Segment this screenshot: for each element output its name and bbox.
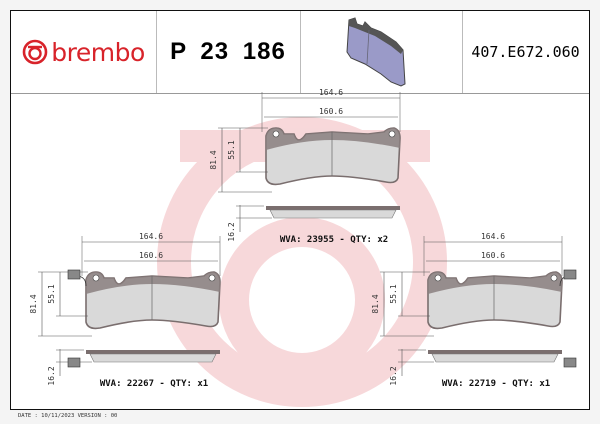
brand-logo-cell: brembo xyxy=(11,11,157,93)
pad-view: 164.6 160.6 81.4 55.1 16.2 WVA: 22267 - QTY: … xyxy=(29,232,221,389)
dimension-thickness: 16.2 xyxy=(227,222,236,241)
mounting-hole xyxy=(272,130,280,138)
mounting-hole xyxy=(434,274,442,282)
product-code: P 23 186 xyxy=(170,38,286,65)
pad-view: 164.6 160.6 81.4 55.1 16.2 WVA: 23955 - QTY: … xyxy=(209,88,401,245)
wva-quantity-label: WVA: 23955 - QTY: x2 xyxy=(280,235,388,245)
mounting-hole xyxy=(208,274,216,282)
dimension-inner-height: 55.1 xyxy=(389,284,398,303)
brembo-logo-icon xyxy=(22,39,48,65)
wear-sensor-connector-side xyxy=(563,357,577,368)
side-view-backing-plate xyxy=(86,350,220,354)
dimension-inner-height: 55.1 xyxy=(47,284,56,303)
side-view-friction-material xyxy=(431,353,559,363)
wva-quantity-label: WVA: 22719 - QTY: x1 xyxy=(442,379,550,389)
mounting-hole xyxy=(388,130,396,138)
mounting-hole xyxy=(92,274,100,282)
side-view-friction-material xyxy=(89,353,217,363)
pad-view: 164.6 160.6 81.4 55.1 16.2 WVA: 22719 - QTY: … xyxy=(371,232,577,389)
dimension-outer-width: 164.6 xyxy=(139,232,163,241)
wear-sensor-connector xyxy=(563,269,577,280)
dimension-inner-width: 160.6 xyxy=(481,251,505,260)
reference-code: 407.E672.060 xyxy=(471,43,580,61)
mounting-hole xyxy=(550,274,558,282)
dimension-outer-height: 81.4 xyxy=(371,294,380,313)
wear-sensor-connector-side xyxy=(67,357,81,368)
reference-code-cell: 407.E672.060 xyxy=(462,11,589,93)
product-code-cell: P 23 186 xyxy=(156,11,301,93)
pad-backing-plate xyxy=(428,272,562,294)
dimension-thickness: 16.2 xyxy=(389,366,398,385)
brand-name: brembo xyxy=(51,37,145,67)
dimension-outer-width: 164.6 xyxy=(319,88,343,97)
dimension-outer-width: 164.6 xyxy=(481,232,505,241)
side-view-backing-plate xyxy=(428,350,562,354)
header-row: brembo P 23 186 407.E672.060 xyxy=(11,11,589,94)
wva-quantity-label: WVA: 22267 - QTY: x1 xyxy=(100,379,208,389)
dimension-outer-height: 81.4 xyxy=(209,150,218,169)
dimension-thickness: 16.2 xyxy=(47,366,56,385)
side-view-backing-plate xyxy=(266,206,400,210)
thumbnail-cell xyxy=(300,11,463,93)
pad-backing-plate xyxy=(86,272,220,294)
wear-sensor-connector xyxy=(67,269,81,280)
drawing-sheet: brembo P 23 186 407.E672.060 xyxy=(10,10,590,410)
dimension-inner-width: 160.6 xyxy=(139,251,163,260)
dimension-inner-height: 55.1 xyxy=(227,140,236,159)
pad-backing-plate xyxy=(266,128,400,150)
side-view-friction-material xyxy=(269,209,397,219)
dimension-outer-height: 81.4 xyxy=(29,294,38,313)
brake-pad-thumbnail-icon xyxy=(346,17,406,87)
dimension-inner-width: 160.6 xyxy=(319,107,343,116)
footer-date-version: DATE : 10/11/2023 VERSION : 00 xyxy=(18,413,118,419)
